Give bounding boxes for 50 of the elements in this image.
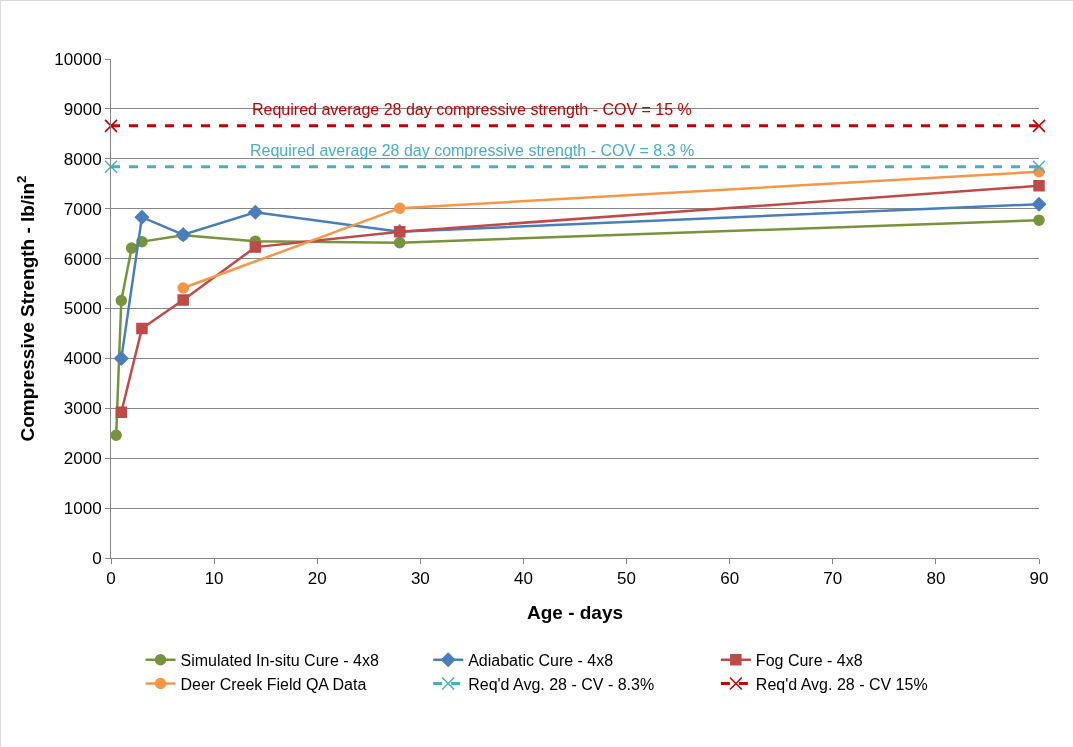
x-tick-label: 20 bbox=[307, 569, 327, 589]
x-tick-label: 90 bbox=[1029, 569, 1049, 589]
y-tick-label: 0 bbox=[92, 548, 102, 568]
x-tick-label: 80 bbox=[926, 569, 946, 589]
annotation: Required average 28 day compressive strength - COV = 15 % bbox=[252, 101, 692, 118]
point bbox=[393, 236, 406, 249]
point bbox=[1033, 180, 1045, 192]
point bbox=[104, 119, 118, 133]
y-tick-label: 3000 bbox=[63, 399, 102, 419]
point bbox=[1032, 160, 1046, 174]
legend-label: Simulated In-situ Cure - 4x8 bbox=[180, 651, 379, 669]
x-tick-label: 60 bbox=[720, 569, 740, 589]
point bbox=[134, 209, 150, 225]
point bbox=[115, 406, 128, 419]
y-tick-label: 2000 bbox=[63, 449, 102, 469]
x-axis-title: Age - days bbox=[526, 602, 624, 624]
point bbox=[136, 322, 148, 335]
point bbox=[1031, 196, 1047, 212]
point bbox=[104, 160, 118, 174]
legend-label: Req'd Avg. 28 - CV - 8.3% bbox=[468, 675, 655, 693]
legend-label: Fog Cure - 4x8 bbox=[755, 651, 863, 669]
legend-label: Req'd Avg. 28 - CV 15% bbox=[755, 675, 928, 693]
point bbox=[1033, 214, 1045, 226]
point bbox=[125, 242, 138, 254]
point bbox=[393, 202, 406, 214]
x-tick-label: 40 bbox=[513, 569, 533, 589]
point bbox=[110, 429, 122, 441]
legend-label: Adiabatic Cure - 4x8 bbox=[468, 651, 614, 669]
y-tick-label: 8000 bbox=[63, 149, 102, 169]
x-tick-label: 50 bbox=[617, 569, 637, 589]
point bbox=[177, 294, 189, 306]
point bbox=[249, 241, 262, 253]
x-tick-label: 0 bbox=[106, 569, 116, 589]
legend-label: Deer Creek Field QA Data bbox=[180, 675, 367, 693]
y-tick-label: 7000 bbox=[63, 199, 102, 219]
x-tick-label: 10 bbox=[204, 569, 224, 589]
point bbox=[115, 294, 128, 307]
annotation: Required average 28 day compressive strength - COV = 8.3 % bbox=[250, 142, 695, 159]
y-tick-label: 10000 bbox=[54, 49, 102, 69]
y-tick-label: 1000 bbox=[63, 499, 102, 519]
point bbox=[1032, 119, 1046, 133]
y-tick-label: 9000 bbox=[63, 99, 102, 119]
x-tick-label: 30 bbox=[410, 569, 430, 589]
y-tick-label: 4000 bbox=[63, 349, 102, 369]
point bbox=[177, 282, 189, 294]
x-tick-label: 70 bbox=[823, 569, 843, 589]
y-tick-label: 6000 bbox=[63, 249, 102, 269]
y-tick-label: 5000 bbox=[63, 299, 102, 319]
point bbox=[248, 204, 263, 220]
point bbox=[114, 351, 129, 366]
